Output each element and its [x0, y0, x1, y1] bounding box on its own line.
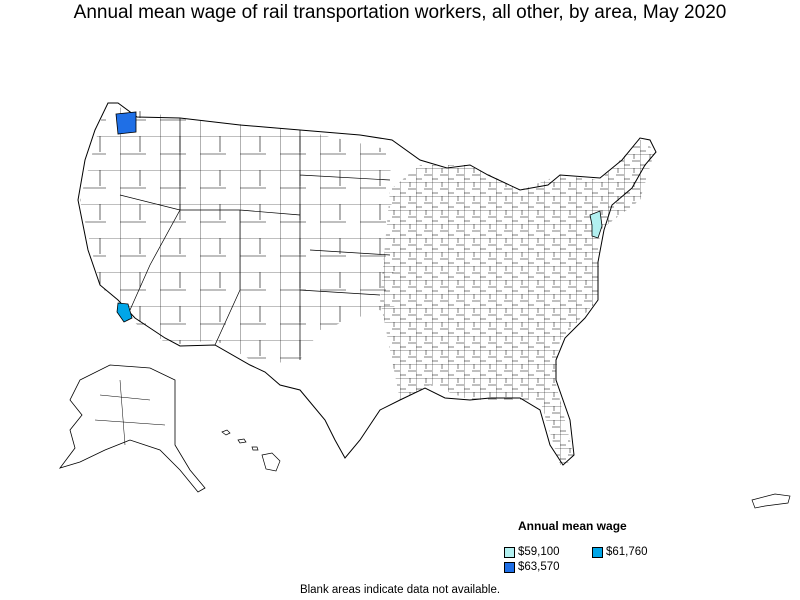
area-southern-california: [116, 302, 133, 323]
map-title: Annual mean wage of rail transportation …: [73, 2, 727, 23]
hawaii-islands: [221, 429, 281, 472]
area-western-washington: [115, 111, 137, 135]
legend-swatch: [504, 546, 515, 558]
legend-title: Annual mean wage: [518, 519, 627, 533]
legend-label: $63,570: [518, 561, 560, 573]
legend-swatch: [504, 561, 515, 573]
alaska-outline: [58, 364, 206, 493]
legend-item: $63,570: [504, 561, 560, 573]
state-boundaries: [119, 118, 391, 360]
legend-label: $59,100: [518, 546, 560, 558]
legend-item: $59,100: [504, 546, 560, 558]
area-new-jersey-new-york: [589, 210, 603, 239]
legend-label: $61,760: [606, 546, 648, 558]
puerto-rico: [751, 493, 791, 509]
legend-swatch: [592, 546, 603, 558]
data-availability-note: Blank areas indicate data not available.: [299, 584, 501, 596]
legend-item: $61,760: [592, 546, 648, 558]
